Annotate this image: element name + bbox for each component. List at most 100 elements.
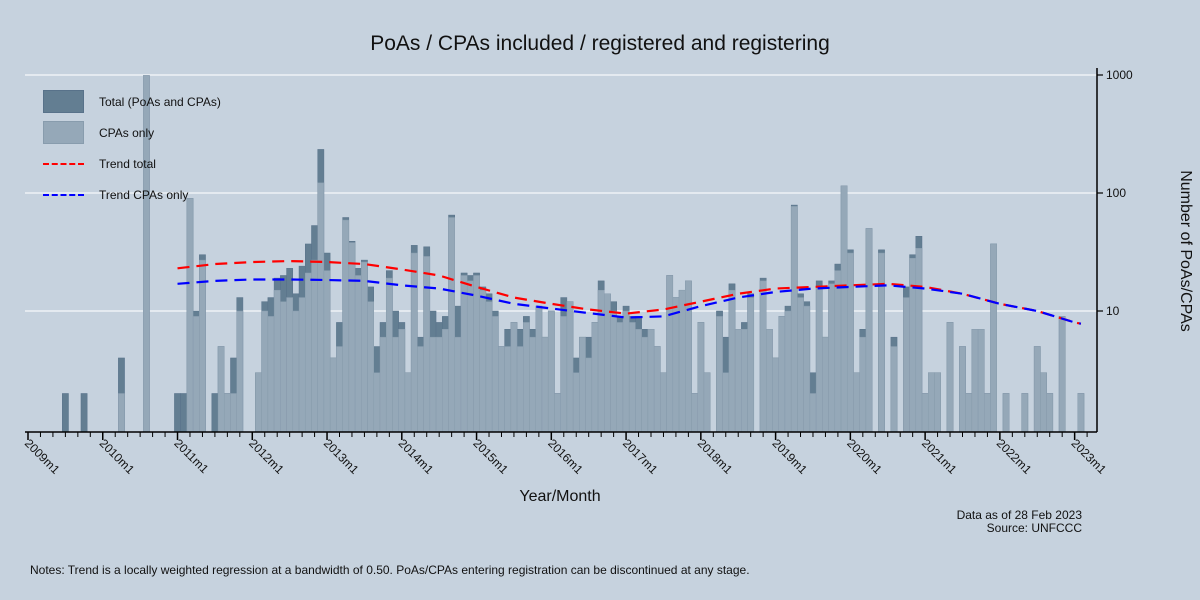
x-tick-label: 2011m1: [171, 436, 211, 476]
bar-cpas: [292, 310, 300, 433]
bar-cpas: [641, 336, 649, 433]
bar-cpas: [946, 322, 954, 433]
x-tick-label: 2012m1: [246, 436, 287, 477]
bar-cpas: [454, 336, 462, 433]
bar-cpas: [1046, 393, 1054, 433]
bar-cpas: [790, 206, 798, 433]
bar-cpas: [516, 346, 524, 433]
bar-cpas: [1058, 316, 1066, 433]
bar-cpas: [305, 272, 312, 433]
bar-cpas: [186, 198, 194, 433]
bar-cpas: [610, 310, 617, 433]
bar-cpas: [928, 372, 935, 433]
bar-cpas: [298, 297, 306, 433]
bar-cpas: [678, 289, 686, 433]
bar-cpas: [909, 257, 917, 433]
y-tick-label: 1000: [1106, 68, 1133, 82]
bar-total: [80, 393, 88, 433]
bar-cpas: [604, 293, 611, 433]
x-tick-label: 2019m1: [769, 436, 810, 477]
legend-item-cpas: CPAs only: [43, 117, 221, 148]
bar-cpas: [965, 393, 973, 433]
bar-cpas: [379, 336, 387, 433]
bar-cpas: [361, 261, 368, 433]
bar-cpas: [921, 393, 929, 433]
bar-cpas: [847, 252, 854, 433]
y-tick-label: 100: [1106, 186, 1126, 200]
trend-cpas-line: [177, 278, 1082, 325]
bar-cpas: [579, 336, 586, 433]
bar-cpas: [915, 248, 923, 433]
bar-cpas: [759, 280, 767, 433]
y-tick-label: 10: [1106, 304, 1120, 318]
bar-cpas: [834, 270, 842, 433]
x-tick-label: 2023m1: [1069, 436, 1110, 477]
bar-cpas: [118, 393, 125, 433]
bar-cpas: [286, 297, 294, 433]
bar-cpas: [429, 336, 437, 433]
chart-title: PoAs / CPAs included / registered and re…: [370, 32, 830, 55]
bar-cpas: [473, 275, 480, 433]
bar-cpas: [691, 393, 698, 433]
bar-cpas: [766, 329, 773, 433]
bar-cpas: [840, 185, 848, 433]
bar-cpas: [504, 346, 512, 433]
bar-cpas: [479, 289, 487, 433]
bar-cpas: [722, 372, 730, 433]
bar-cpas: [803, 305, 811, 433]
bar-cpas: [435, 336, 443, 433]
bar-cpas: [672, 297, 680, 433]
bar-cpas: [859, 336, 867, 433]
x-axis-title: Year/Month: [519, 488, 601, 505]
bar-cpas: [585, 357, 593, 433]
bar-cpas: [747, 297, 755, 433]
bar-cpas: [628, 322, 636, 433]
bar-cpas: [348, 242, 356, 433]
bar-cpas: [317, 182, 325, 433]
bar-total: [180, 393, 188, 433]
bar-cpas: [734, 329, 742, 433]
bar-cpas: [647, 329, 655, 433]
legend-label-trend-cpas: Trend CPAs only: [99, 187, 189, 202]
x-tick-label: 2022m1: [994, 436, 1035, 477]
bar-cpas: [410, 252, 418, 433]
y-axis-title: Number of PoAs/CPAs: [1177, 170, 1194, 332]
bar-cpas: [635, 329, 642, 433]
bar-cpas: [523, 322, 530, 433]
legend-label-total: Total (PoAs and CPAs): [99, 94, 221, 109]
bar-cpas: [572, 372, 580, 433]
bar-cpas: [267, 316, 275, 433]
bar-cpas: [342, 219, 350, 433]
bar-cpas: [329, 357, 337, 433]
bar-cpas: [199, 259, 206, 433]
bar-cpas: [323, 270, 331, 433]
bar-cpas: [1002, 393, 1010, 433]
footnote: Notes: Trend is a locally weighted regre…: [30, 563, 750, 577]
bar-cpas: [990, 243, 997, 433]
bar-cpas: [703, 372, 711, 433]
bar-cpas: [224, 393, 231, 433]
bar-cpas: [878, 252, 885, 433]
legend: Total (PoAs and CPAs) CPAs only Trend to…: [43, 86, 221, 210]
bar-cpas: [728, 289, 736, 433]
bar-cpas: [230, 393, 237, 433]
x-tick-label: 2018m1: [695, 436, 736, 477]
bar-cpas: [423, 256, 431, 433]
bar-cpas: [822, 336, 829, 433]
source-block: Data as of 28 Feb 2023 Source: UNFCCC: [957, 509, 1082, 535]
legend-item-trend-cpas: Trend CPAs only: [43, 179, 221, 210]
bar-cpas: [828, 283, 836, 433]
x-tick-label: 2021m1: [919, 436, 960, 477]
bar-cpas: [491, 316, 499, 433]
bar-cpas: [448, 217, 455, 433]
bar-cpas: [217, 346, 225, 433]
bar-cpas: [392, 336, 399, 433]
x-tick-label: 2016m1: [545, 436, 586, 477]
data-date-note: Data as of 28 Feb 2023: [956, 508, 1082, 522]
bar-cpas: [354, 275, 362, 433]
bar-cpas: [1077, 393, 1085, 433]
bar-cpas: [971, 329, 979, 433]
bar-cpas: [1040, 372, 1047, 433]
bar-cpas: [261, 310, 269, 433]
